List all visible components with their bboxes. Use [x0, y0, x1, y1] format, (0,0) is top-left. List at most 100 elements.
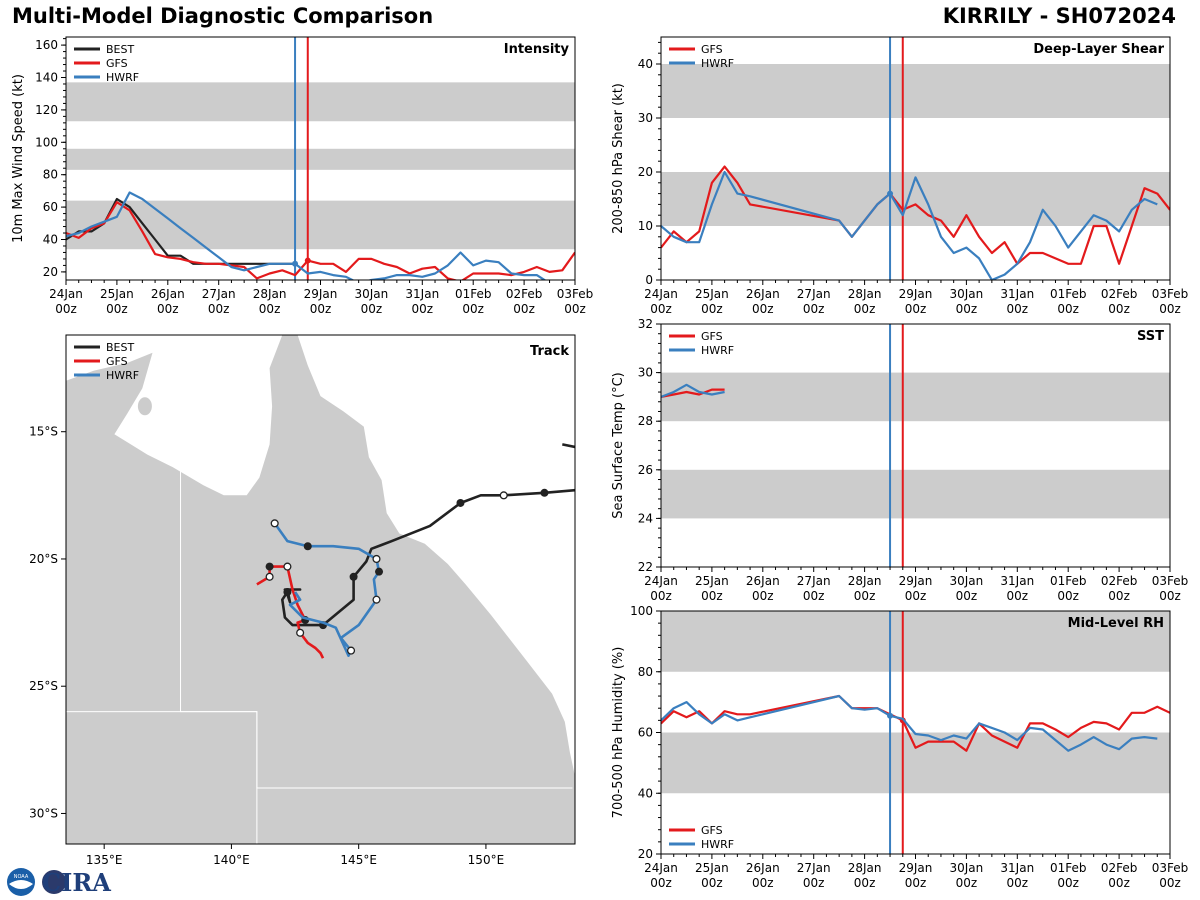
shear-xtick-hour: 00z [854, 302, 876, 316]
rh-xtick-day: 26Jan [746, 861, 780, 875]
shear-xtick-hour: 00z [1057, 302, 1079, 316]
sst-xtick-day: 25Jan [695, 574, 729, 588]
track-point-12z [270, 519, 279, 528]
track-title: Track [530, 344, 569, 359]
rh-xtick-day: 28Jan [848, 861, 882, 875]
rh-xtick-day: 02Feb [1101, 861, 1138, 875]
rh-band [661, 611, 1170, 672]
track-ytick-label: 20°S [29, 552, 58, 566]
intensity-panel: 2040608010012014016024Jan00z25Jan00z26Ja… [11, 36, 593, 316]
shear-xtick-hour: 00z [701, 302, 723, 316]
shear-title: Deep-Layer Shear [1033, 42, 1164, 57]
intensity-band [66, 200, 575, 250]
cira-logo: NOAA CIRA [7, 868, 111, 897]
rh-xtick-hour: 00z [1057, 876, 1079, 890]
shear-xtick-day: 31Jan [1000, 287, 1034, 301]
sst-xtick-day: 01Feb [1050, 574, 1087, 588]
track-island [137, 397, 152, 416]
track-point-00z [349, 572, 358, 581]
track-xtick-label: 135°E [86, 853, 123, 867]
sst-xtick-day: 27Jan [797, 574, 831, 588]
intensity-legend-entry-hwrf: HWRF [106, 71, 139, 84]
rh-xtick-day: 30Jan [950, 861, 984, 875]
shear-xtick-day: 25Jan [695, 287, 729, 301]
shear-xtick-day: 27Jan [797, 287, 831, 301]
sst-xtick-hour: 00z [1108, 589, 1130, 603]
track-xtick-label: 145°E [340, 853, 377, 867]
rh-xtick-hour: 00z [752, 876, 774, 890]
shear-ylabel: 200-850 hPa Shear (kt) [611, 83, 626, 234]
rh-series-hwrf [661, 694, 1158, 752]
track-ytick-label: 25°S [29, 679, 58, 693]
track-ytick-label: 15°S [29, 425, 58, 439]
track-point-00z [375, 567, 384, 576]
intensity-series-gfs [66, 201, 575, 280]
shear-legend-entry-hwrf: HWRF [701, 57, 734, 70]
track-point-00z [303, 542, 312, 551]
track-point-12z [265, 572, 274, 581]
track-panel: 135°E 140°E 145°E 150°E 15°S 20°S 25°S 30°S Trac… [29, 334, 576, 867]
shear-xtick-hour: 00z [752, 302, 774, 316]
globe-icon [42, 870, 66, 894]
shear-init-marker-hwrf [887, 190, 894, 197]
intensity-xtick-day: 26Jan [151, 287, 185, 301]
shear-ytick-label: 40 [638, 57, 653, 71]
intensity-init-marker-gfs [304, 257, 311, 264]
shear-xtick-day: 01Feb [1050, 287, 1087, 301]
intensity-ytick-label: 160 [35, 38, 58, 52]
intensity-xtick-hour: 00z [208, 302, 230, 316]
shear-xtick-hour: 00z [905, 302, 927, 316]
figure-title: Multi-Model Diagnostic Comparison [12, 4, 434, 28]
rh-xtick-hour: 00z [905, 876, 927, 890]
track-point-12z [372, 595, 381, 604]
intensity-xtick-hour: 00z [462, 302, 484, 316]
track-line-best-prev [562, 443, 575, 449]
noaa-badge-text: NOAA [14, 874, 29, 880]
intensity-xtick-hour: 00z [157, 302, 179, 316]
intensity-ylabel: 10m Max Wind Speed (kt) [11, 74, 26, 243]
intensity-xtick-day: 30Jan [355, 287, 389, 301]
track-land [66, 335, 575, 844]
intensity-series-hwrf [66, 191, 547, 280]
intensity-xtick-day: 02Feb [506, 287, 543, 301]
sst-ytick-label: 24 [638, 511, 653, 525]
intensity-ytick-label: 40 [43, 233, 58, 247]
storm-id: KIRRILY - SH072024 [942, 4, 1176, 28]
intensity-ytick-label: 80 [43, 168, 58, 182]
track-point-12z [283, 562, 292, 571]
sst-ytick-label: 26 [638, 463, 653, 477]
intensity-xtick-day: 25Jan [100, 287, 134, 301]
shear-ytick-label: 20 [638, 165, 653, 179]
sst-xtick-hour: 00z [701, 589, 723, 603]
intensity-xtick-hour: 00z [310, 302, 332, 316]
rh-xtick-hour: 00z [701, 876, 723, 890]
intensity-xtick-day: 01Feb [455, 287, 492, 301]
intensity-init-marker-hwrf [292, 260, 299, 267]
track-ytick-label: 30°S [29, 806, 58, 820]
shear-ytick-label: 10 [638, 219, 653, 233]
intensity-xtick-day: 31Jan [405, 287, 439, 301]
rh-xtick-day: 25Jan [695, 861, 729, 875]
intensity-ytick-label: 60 [43, 200, 58, 214]
track-xtick-label: 140°E [213, 853, 250, 867]
rh-xtick-day: 27Jan [797, 861, 831, 875]
rh-xtick-day: 31Jan [1000, 861, 1034, 875]
rh-xtick-hour: 00z [1007, 876, 1029, 890]
shear-xtick-day: 26Jan [746, 287, 780, 301]
sst-xtick-hour: 00z [752, 589, 774, 603]
sst-xtick-hour: 00z [854, 589, 876, 603]
intensity-ytick-label: 20 [43, 265, 58, 279]
rh-xtick-day: 24Jan [644, 861, 678, 875]
sst-xtick-day: 31Jan [1000, 574, 1034, 588]
rh-ylabel: 700-500 hPa Humidity (%) [611, 647, 626, 819]
rh-xtick-hour: 00z [1159, 876, 1181, 890]
track-point-00z [540, 488, 549, 497]
intensity-xtick-hour: 00z [259, 302, 281, 316]
intensity-xtick-hour: 00z [564, 302, 586, 316]
shear-panel: 01020304024Jan00z25Jan00z26Jan00z27Jan00… [611, 36, 1188, 316]
rh-title: Mid-Level RH [1068, 616, 1164, 631]
sst-xtick-day: 30Jan [950, 574, 984, 588]
intensity-legend-entry-gfs: GFS [106, 57, 128, 70]
rh-legend-entry-hwrf: HWRF [701, 838, 734, 851]
sst-ytick-label: 30 [638, 366, 653, 380]
